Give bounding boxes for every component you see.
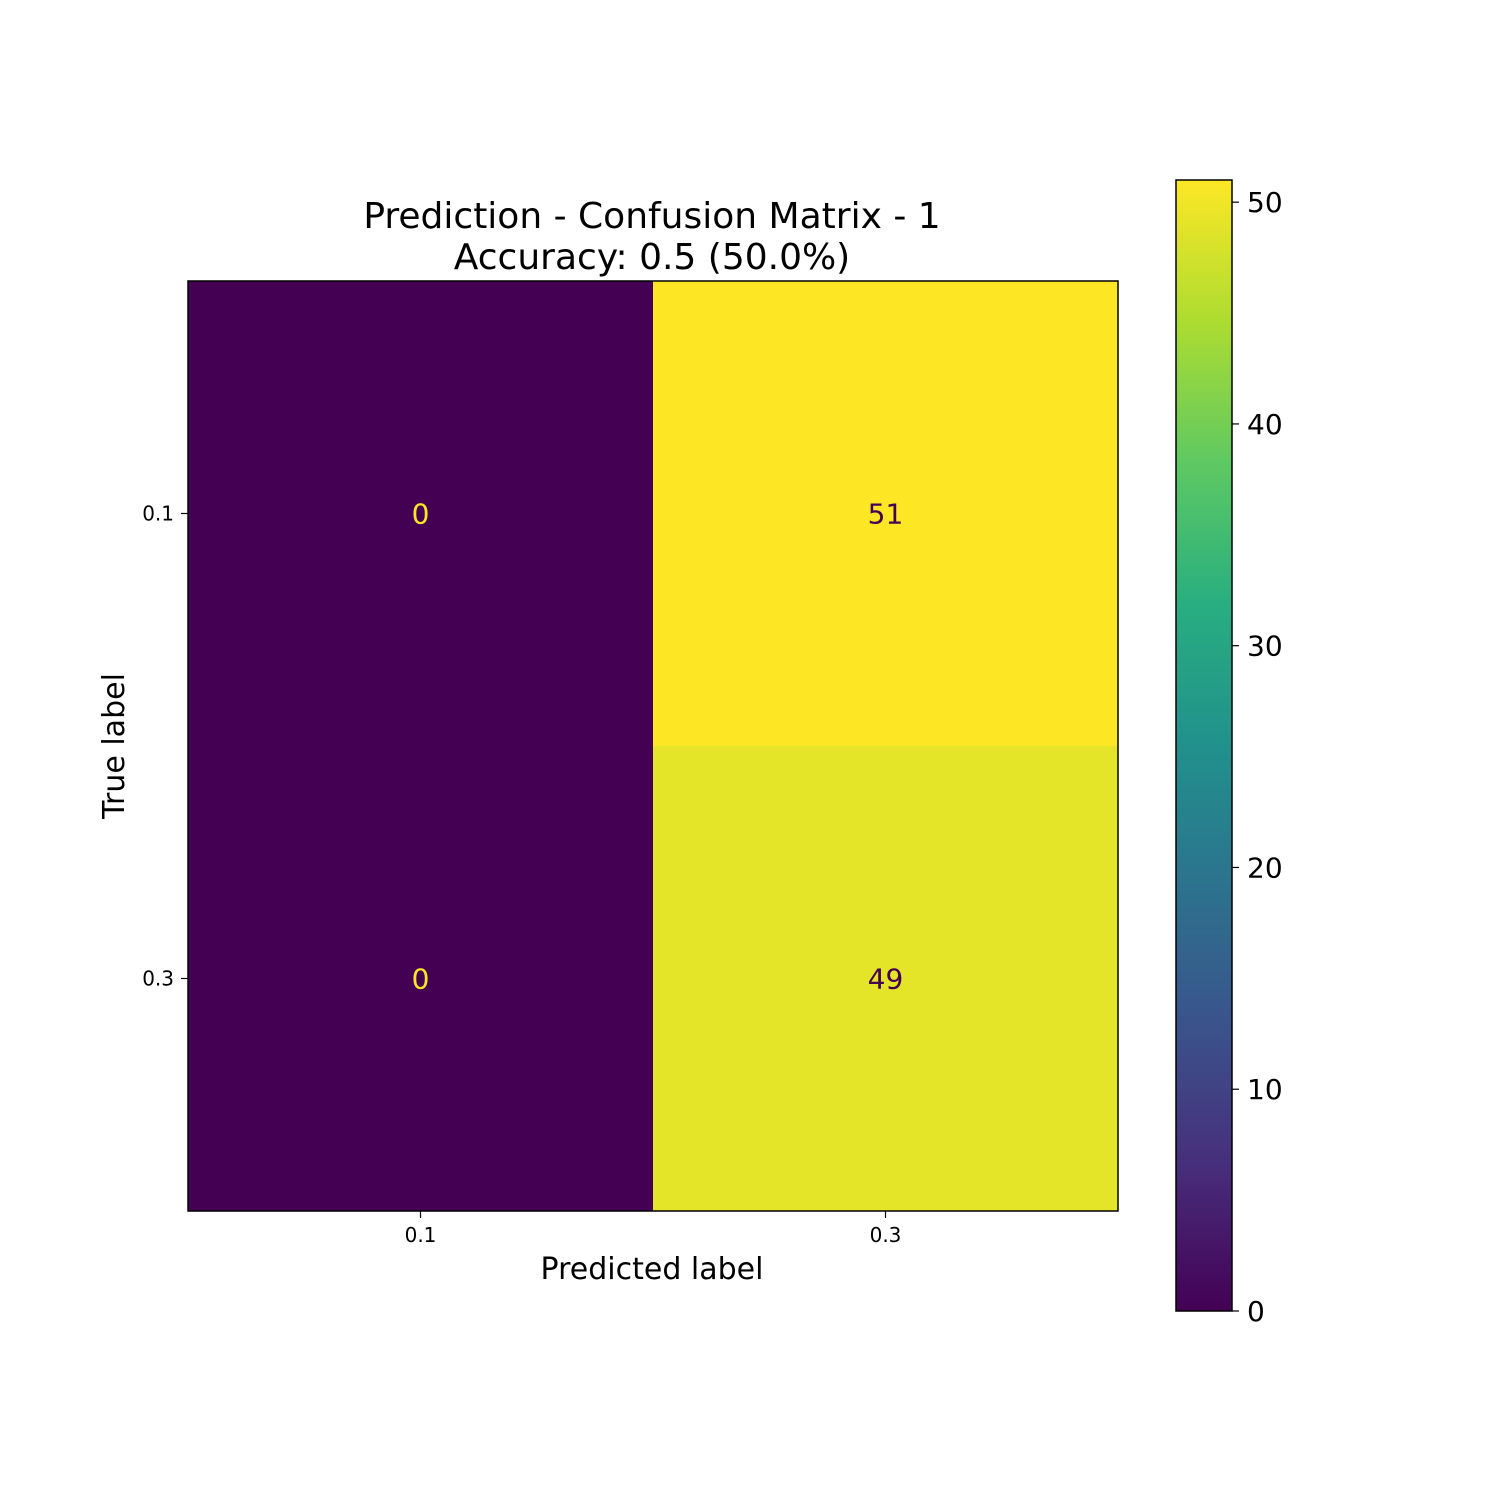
chart-subtitle: Accuracy: 0.5 (50.0%)	[454, 237, 850, 278]
x-tick-label: 0.1	[405, 1223, 437, 1247]
y-axis-label: True label	[97, 673, 132, 820]
colorbar-ticks: 0 10 20 30 40 50	[1232, 186, 1283, 1328]
matrix-cell-r1-c0	[188, 746, 654, 1212]
matrix-cell-value-r0-c1: 51	[868, 498, 904, 531]
colorbar-tick-label: 50	[1247, 186, 1283, 219]
colorbar-tick-label: 30	[1247, 630, 1283, 663]
matrix-cell-r0-c0	[188, 281, 654, 747]
x-axis-ticks: 0.1 0.3	[405, 1211, 902, 1247]
matrix-cell-r1-c1	[653, 746, 1119, 1212]
colorbar-tick-label: 40	[1247, 408, 1283, 441]
colorbar-tick-label: 10	[1247, 1073, 1283, 1106]
matrix-cells	[188, 281, 1119, 1212]
chart-title: Prediction - Confusion Matrix - 1	[363, 196, 940, 237]
x-axis-label: Predicted label	[541, 1252, 764, 1287]
y-tick-label: 0.3	[142, 967, 174, 991]
matrix-cell-labels: 0 51 0 49	[412, 498, 904, 996]
matrix-cell-r0-c1	[653, 281, 1119, 747]
plot-frame	[187, 280, 1119, 1212]
matrix-cell-value-r0-c0: 0	[412, 498, 430, 531]
colorbar-tick-label: 0	[1247, 1295, 1265, 1328]
y-tick-label: 0.1	[142, 502, 174, 526]
x-tick-label: 0.3	[870, 1223, 902, 1247]
matrix-cell-value-r1-c0: 0	[412, 963, 430, 996]
matrix-cell-value-r1-c1: 49	[868, 963, 904, 996]
y-axis-ticks: 0.1 0.3	[142, 502, 188, 991]
colorbar-tick-label: 20	[1247, 851, 1283, 884]
colorbar	[1175, 179, 1233, 1312]
